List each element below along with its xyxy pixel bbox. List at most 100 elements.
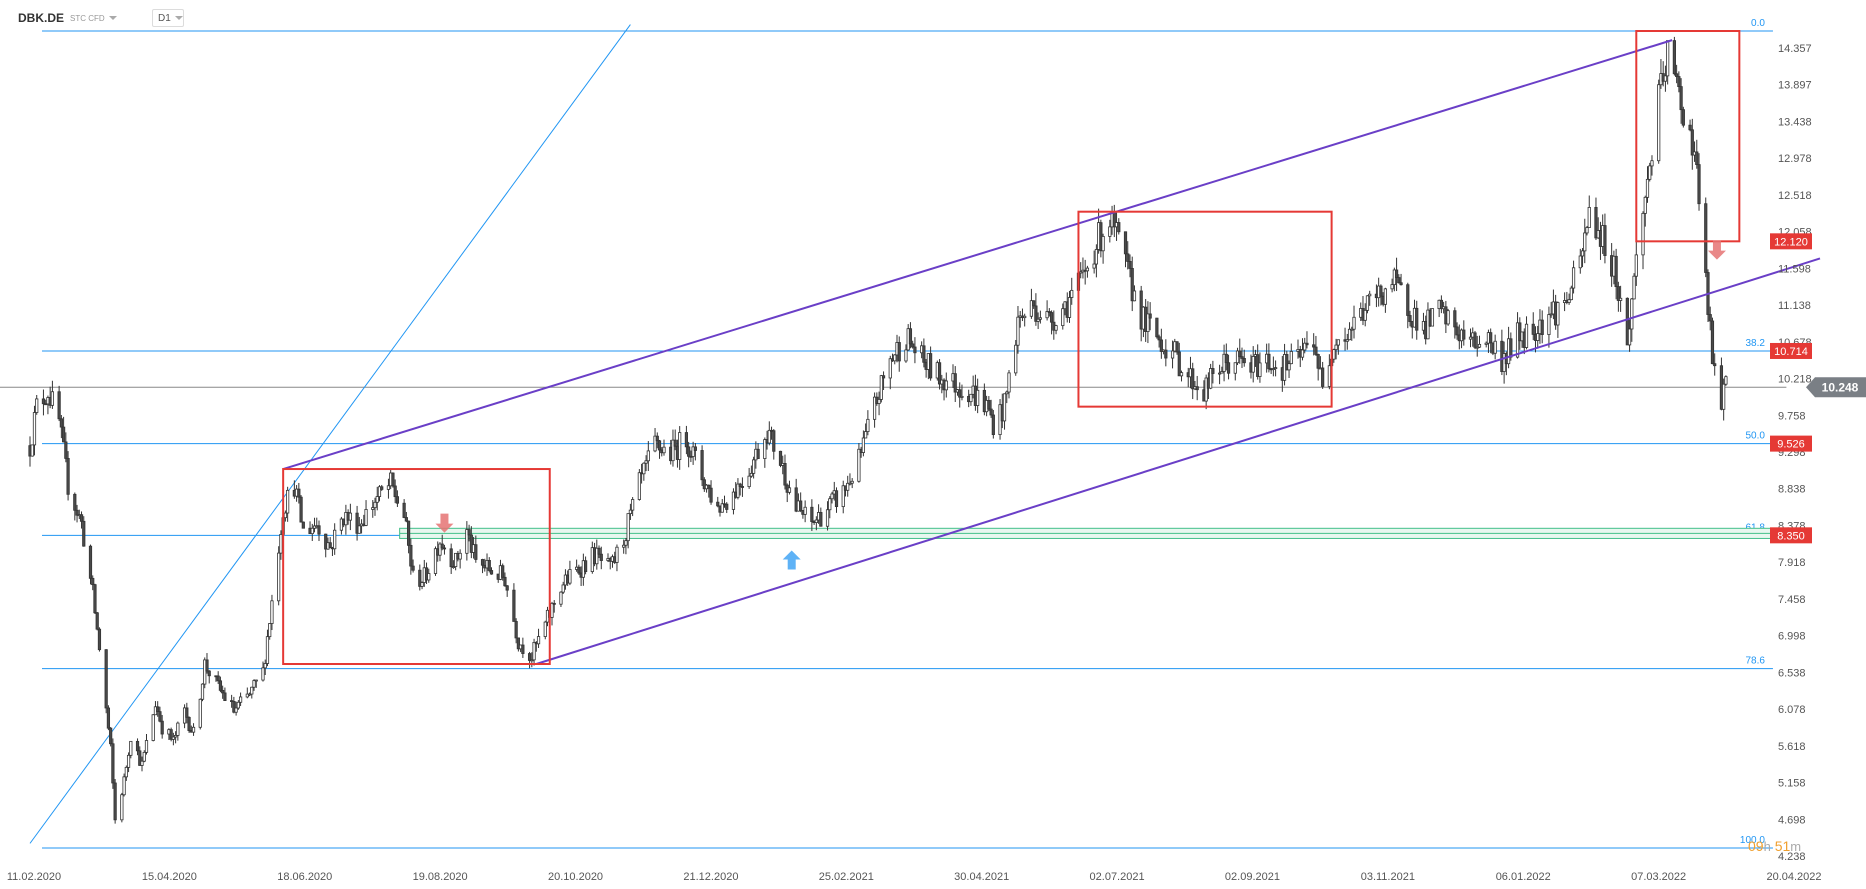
candle-body <box>1645 178 1650 198</box>
candle-body <box>1713 363 1717 367</box>
x-tick-label: 11.02.2020 <box>7 871 61 883</box>
candle-body <box>653 435 657 452</box>
candle-body <box>79 514 84 522</box>
candle-body <box>1677 76 1681 88</box>
candle-body <box>1697 164 1701 205</box>
candle-body <box>1345 339 1349 342</box>
candle-body <box>32 412 37 446</box>
highlight-box <box>1077 210 1333 408</box>
fib-level-label: 38.2 <box>1745 338 1765 349</box>
instrument-type-label[interactable]: STC CFD <box>70 6 117 30</box>
candle-body <box>57 391 61 420</box>
candle-body <box>1569 287 1573 301</box>
candle-body <box>1094 249 1098 265</box>
candle-body <box>252 680 256 688</box>
candle-body <box>1271 368 1275 370</box>
candle-body <box>442 547 447 550</box>
candle-body <box>263 663 267 669</box>
candle-body <box>377 486 382 497</box>
candle-body <box>1305 342 1309 346</box>
candle-body <box>156 706 160 713</box>
candle-body <box>1036 318 1040 322</box>
candle-body <box>1363 309 1367 321</box>
candle-body <box>543 621 547 637</box>
candle-body <box>1368 293 1372 297</box>
candle-body <box>1675 73 1679 77</box>
symbol-label[interactable]: DBK.DE <box>18 11 65 25</box>
candle-body <box>864 431 868 439</box>
candle-body <box>937 362 942 385</box>
candle-body <box>752 459 756 474</box>
candle-body <box>568 569 572 584</box>
candle-body <box>1571 267 1576 289</box>
candle-body <box>1327 365 1331 387</box>
candle-body <box>1549 313 1553 316</box>
candle-body <box>1475 346 1479 349</box>
candle-body <box>1224 353 1228 364</box>
timer-minutes-unit: m <box>1790 839 1802 854</box>
candle-body <box>88 545 93 579</box>
candle-body <box>1468 336 1473 340</box>
candle-body <box>1567 299 1571 303</box>
timeframe-select[interactable]: D1 <box>152 9 184 27</box>
candle-body <box>207 670 211 677</box>
candle-body <box>469 534 473 553</box>
candle-body <box>35 398 39 413</box>
y-tick-label: 13.897 <box>1778 80 1812 92</box>
candle-body <box>904 349 908 362</box>
candle-body <box>1347 328 1352 341</box>
candle-body <box>879 375 883 400</box>
candle-body <box>716 501 720 507</box>
candle-body <box>850 480 854 484</box>
candle-body <box>628 509 633 515</box>
candle-body <box>1289 351 1293 365</box>
candle-body <box>1070 289 1074 298</box>
candle-body <box>299 496 303 523</box>
candle-body <box>530 659 534 662</box>
candle-body <box>418 569 422 587</box>
session-timer: 09h 51m <box>1748 838 1801 854</box>
candle-body <box>825 509 830 527</box>
candles-group <box>28 36 1728 824</box>
candle-body <box>236 701 240 709</box>
candle-body <box>174 735 178 738</box>
candle-body <box>1634 254 1638 277</box>
chevron-down-icon <box>174 16 183 20</box>
price-tag-label: 8.350 <box>1777 530 1805 542</box>
current-price-label: 10.248 <box>1822 380 1859 394</box>
candle-body <box>1029 300 1034 317</box>
candle-body <box>1453 310 1457 328</box>
candle-body <box>1536 333 1540 341</box>
channel-upper-line <box>282 39 1673 470</box>
candle-body <box>1614 255 1618 287</box>
candle-body <box>1583 232 1587 252</box>
candle-body <box>501 565 505 578</box>
candle-body <box>301 521 305 529</box>
candle-body <box>738 483 742 487</box>
arrow-up-icon <box>782 550 801 570</box>
candle-body <box>279 534 283 554</box>
candle-body <box>756 448 760 459</box>
candle-body <box>646 450 650 462</box>
candle-body <box>657 440 662 451</box>
candle-body <box>700 450 704 481</box>
candle-body <box>407 520 411 546</box>
candle-body <box>348 512 352 521</box>
candle-body <box>1314 346 1318 355</box>
x-tick-label: 20.04.2022 <box>1766 871 1821 883</box>
candle-body <box>1287 363 1291 371</box>
candle-body <box>1556 302 1560 326</box>
candle-body <box>205 659 209 672</box>
candle-body <box>749 472 753 477</box>
candle-body <box>1547 314 1551 335</box>
candle-body <box>1233 362 1237 374</box>
candle-body <box>1267 353 1271 370</box>
candle-body <box>1209 368 1213 389</box>
candle-body <box>75 509 79 516</box>
candle-body <box>1148 313 1152 319</box>
candle-body <box>736 483 740 498</box>
candle-body <box>283 512 287 519</box>
candle-body <box>1524 323 1529 348</box>
candle-body <box>1690 129 1694 156</box>
